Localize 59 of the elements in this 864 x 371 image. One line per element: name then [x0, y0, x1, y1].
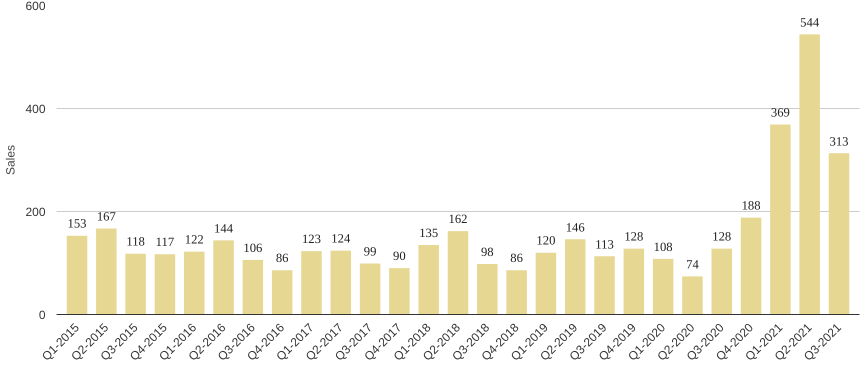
data-label: 99 [364, 244, 376, 259]
data-label: 162 [448, 212, 468, 226]
bar [96, 228, 117, 314]
bar [477, 264, 498, 314]
bar [712, 248, 732, 314]
data-label: 86 [276, 251, 288, 266]
data-label: 124 [331, 232, 351, 246]
data-label: 167 [96, 209, 116, 224]
data-label: 313 [829, 134, 848, 148]
data-label: 118 [126, 234, 145, 249]
bar [66, 236, 88, 314]
data-label: 128 [712, 230, 732, 244]
bar [330, 250, 352, 314]
bar [828, 153, 850, 314]
data-label: 113 [595, 237, 614, 252]
bar [506, 270, 527, 314]
bar [740, 218, 762, 314]
bar [154, 254, 176, 314]
bar [242, 260, 264, 314]
data-label: 120 [536, 234, 556, 248]
data-label: 122 [184, 232, 204, 247]
bar [682, 276, 703, 314]
data-label: 153 [68, 216, 87, 231]
data-label: 188 [742, 198, 761, 213]
bar [564, 239, 586, 314]
data-label: 123 [302, 232, 321, 246]
data-label: 117 [156, 235, 174, 250]
data-label: 86 [510, 251, 523, 266]
y-tick-label: 0 [38, 308, 46, 322]
y-tick-label: 200 [25, 205, 46, 219]
data-label: 135 [419, 226, 438, 240]
y-axis-title: Sales [3, 144, 18, 176]
bar [652, 258, 674, 314]
bar [184, 252, 204, 314]
data-label: 369 [770, 105, 790, 120]
data-label: 128 [624, 230, 644, 244]
bar [360, 264, 380, 314]
data-label: 98 [480, 245, 494, 260]
bar [799, 34, 820, 314]
data-label: 146 [566, 220, 585, 234]
bar [213, 240, 234, 314]
data-label: 108 [654, 240, 673, 254]
y-tick-label: 400 [25, 102, 46, 116]
bar [594, 256, 615, 314]
bar [536, 252, 556, 314]
bar [301, 251, 322, 314]
bar [125, 254, 146, 314]
bar [389, 268, 410, 314]
bar [418, 244, 439, 314]
bar [770, 124, 791, 314]
bar [448, 231, 468, 314]
bar [624, 248, 644, 314]
data-label: 90 [393, 249, 406, 264]
bar [272, 270, 292, 314]
data-label: 144 [214, 221, 234, 236]
data-label: 106 [243, 240, 262, 255]
y-tick-label: 600 [25, 0, 46, 13]
data-label: 74 [686, 257, 700, 272]
data-label: 544 [800, 15, 820, 30]
